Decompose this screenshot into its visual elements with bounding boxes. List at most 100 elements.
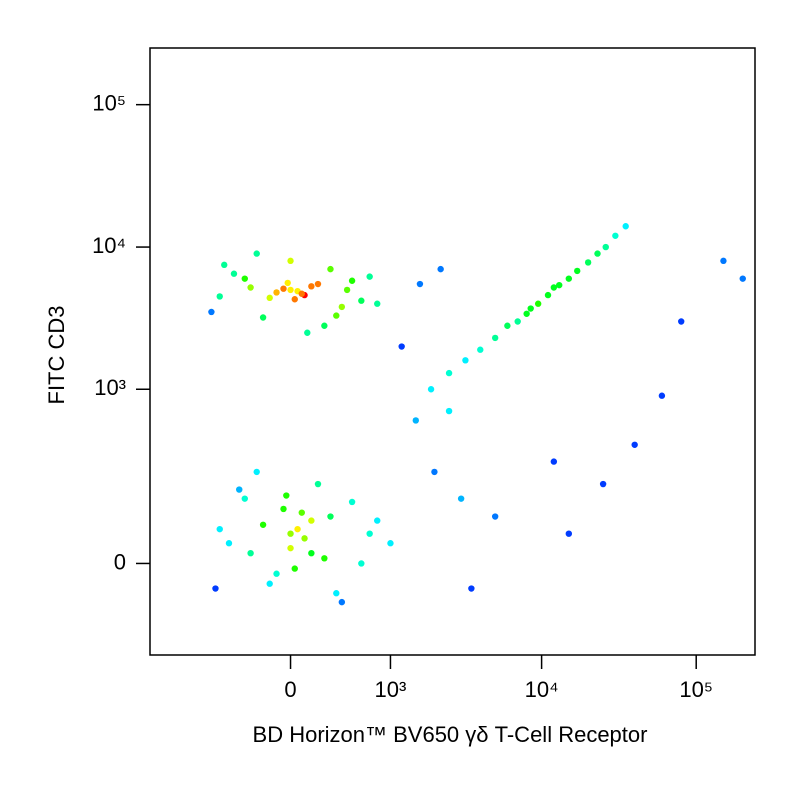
point: [273, 289, 280, 296]
point: [253, 250, 260, 257]
point: [366, 530, 373, 537]
point: [348, 277, 356, 284]
point: [366, 273, 373, 280]
point: [457, 495, 465, 502]
point: [273, 570, 280, 577]
point: [477, 346, 484, 353]
point: [358, 560, 365, 567]
point: [308, 283, 315, 290]
point: [266, 294, 273, 302]
point: [594, 250, 601, 257]
point: [491, 513, 499, 520]
point: [622, 223, 629, 230]
point: [212, 585, 219, 592]
point: [327, 513, 334, 520]
point: [445, 407, 453, 415]
point: [374, 300, 381, 307]
y-tick-label: 0: [114, 549, 126, 574]
plot-frame: [149, 47, 756, 656]
point: [631, 441, 638, 448]
point: [236, 486, 243, 493]
point: [294, 525, 301, 533]
point: [266, 580, 273, 587]
point: [550, 284, 558, 291]
point: [284, 279, 291, 287]
point: [504, 322, 511, 329]
x-tick-label: 10⁵: [679, 677, 713, 702]
point: [241, 495, 248, 502]
point: [437, 265, 444, 273]
x-tick-label: 10³: [375, 677, 407, 702]
point: [398, 343, 405, 350]
point: [523, 310, 530, 317]
point: [321, 322, 328, 329]
point: [247, 549, 254, 557]
point: [301, 535, 308, 542]
point: [416, 280, 424, 288]
point: [527, 305, 534, 312]
point: [225, 540, 233, 547]
point: [468, 585, 475, 592]
point: [308, 549, 315, 557]
point: [431, 468, 438, 476]
point: [298, 509, 305, 516]
point: [412, 417, 419, 424]
point: [565, 530, 573, 537]
y-tick-label: 10⁴: [92, 233, 126, 258]
point: [333, 312, 340, 319]
point: [314, 480, 322, 488]
point: [462, 357, 469, 364]
point: [287, 530, 294, 537]
point: [544, 291, 552, 299]
point: [216, 525, 223, 533]
point: [259, 521, 267, 528]
point: [565, 275, 573, 282]
point: [678, 318, 685, 325]
point: [445, 369, 453, 377]
point: [287, 257, 294, 265]
point: [574, 267, 581, 275]
point: [327, 265, 334, 273]
point: [230, 270, 238, 277]
point: [556, 281, 563, 289]
point: [216, 293, 223, 300]
point: [550, 458, 558, 465]
point: [338, 303, 346, 311]
point: [253, 468, 260, 476]
point: [283, 492, 290, 499]
point: [584, 259, 592, 266]
point: [298, 290, 305, 297]
point: [612, 232, 619, 239]
y-axis-label: FITC CD3: [44, 306, 69, 405]
point: [291, 565, 298, 572]
point: [374, 517, 381, 524]
x-tick-label: 10⁴: [525, 677, 559, 702]
point: [308, 517, 315, 524]
point: [514, 318, 521, 325]
x-axis-label: BD Horizon™ BV650 γδ T-Cell Receptor: [253, 722, 648, 747]
point: [321, 555, 328, 562]
point: [658, 392, 666, 399]
y-tick-label: 10³: [94, 375, 126, 400]
point: [208, 308, 215, 316]
point: [534, 300, 542, 307]
point: [287, 544, 294, 552]
point: [241, 275, 248, 282]
point: [280, 505, 287, 513]
point: [221, 261, 228, 269]
point: [304, 329, 311, 336]
point: [348, 498, 356, 506]
point: [358, 297, 365, 304]
point: [739, 275, 746, 282]
point: [338, 598, 346, 606]
point: [314, 280, 322, 288]
x-tick-label: 0: [284, 677, 296, 702]
point: [280, 285, 287, 292]
point: [247, 284, 254, 291]
point: [491, 334, 499, 342]
point: [343, 286, 351, 294]
point: [720, 257, 727, 265]
point: [599, 480, 607, 488]
y-tick-label: 10⁵: [92, 90, 126, 115]
